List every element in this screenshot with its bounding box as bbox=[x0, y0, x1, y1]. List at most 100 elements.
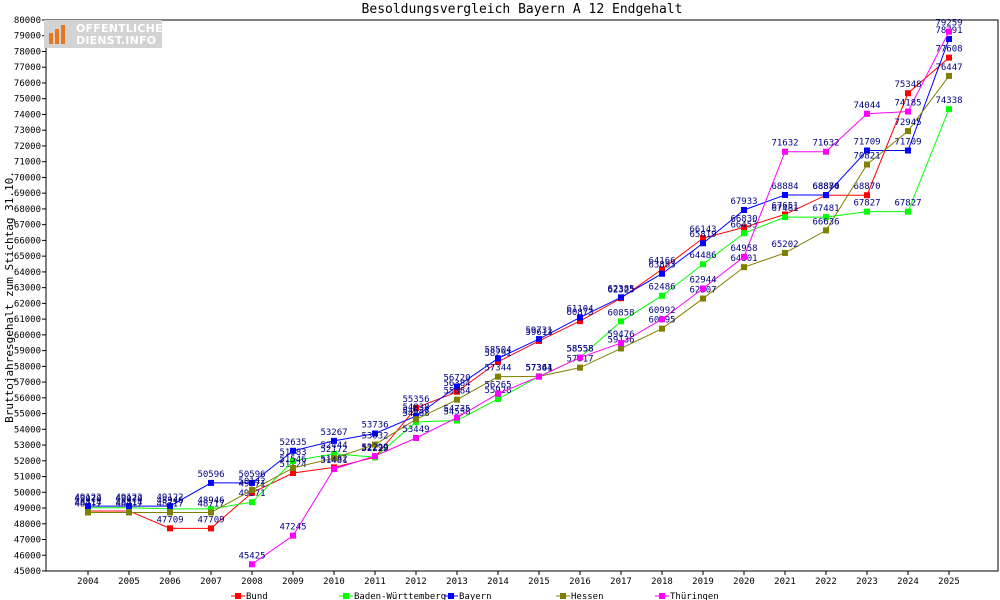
data-label: 59731 bbox=[525, 326, 552, 336]
data-label: 68884 bbox=[812, 182, 839, 192]
data-point bbox=[741, 253, 747, 260]
data-label: 47245 bbox=[279, 523, 306, 533]
x-tick-label: 2019 bbox=[692, 577, 714, 587]
x-tick-label: 2011 bbox=[364, 577, 386, 587]
data-label: 65819 bbox=[689, 230, 716, 240]
data-point bbox=[331, 455, 337, 462]
legend-item: Thüringen bbox=[655, 592, 719, 600]
data-label: 61104 bbox=[566, 304, 593, 314]
data-point bbox=[823, 148, 829, 155]
data-point bbox=[536, 336, 542, 343]
y-tick-label: 65000 bbox=[14, 252, 41, 262]
data-label: 62385 bbox=[607, 284, 634, 294]
legend-label: Hessen bbox=[571, 592, 604, 600]
legend-label: Thüringen bbox=[670, 592, 719, 600]
data-label: 66636 bbox=[812, 217, 839, 227]
x-tick-label: 2012 bbox=[405, 577, 427, 587]
data-point bbox=[864, 208, 870, 215]
series-line bbox=[88, 108, 950, 510]
data-point bbox=[331, 465, 337, 472]
data-label: 76447 bbox=[935, 63, 962, 73]
data-point bbox=[85, 509, 91, 516]
data-point bbox=[413, 416, 419, 423]
y-tick-label: 69000 bbox=[14, 189, 41, 199]
data-point bbox=[905, 90, 911, 97]
data-point bbox=[782, 191, 788, 198]
x-axis: 2004 2005 2006 2007 2008 2009 2010 2011 2012 2013… bbox=[77, 571, 960, 587]
x-tick-label: 2016 bbox=[569, 577, 591, 587]
y-axis: 45000 46000 47000 48000 49000 50000 51000 52000… bbox=[14, 16, 46, 577]
data-label: 53032 bbox=[361, 432, 388, 442]
data-label: 49020 bbox=[74, 495, 101, 505]
data-point bbox=[208, 505, 214, 512]
data-label: 72945 bbox=[894, 118, 921, 128]
y-tick-label: 77000 bbox=[14, 63, 41, 73]
data-label: 55356 bbox=[402, 395, 429, 405]
data-label: 68870 bbox=[853, 182, 880, 192]
series-layer: 4881448814477094770949971512245158252229… bbox=[74, 19, 963, 568]
data-point bbox=[905, 147, 911, 154]
data-label: 58291 bbox=[484, 349, 511, 359]
data-label: 54558 bbox=[443, 408, 470, 418]
data-label: 67827 bbox=[894, 199, 921, 209]
data-label: 49122 bbox=[156, 493, 183, 503]
data-label: 60873 bbox=[566, 308, 593, 318]
series-th-ringen: 45425 47245 51481 52299 53449 54735 56265 57344… bbox=[238, 19, 963, 568]
data-label: 58558 bbox=[566, 345, 593, 355]
y-tick-label: 53000 bbox=[14, 441, 41, 451]
data-label: 57361 bbox=[525, 363, 552, 373]
data-label: 52444 bbox=[320, 441, 347, 451]
series-line bbox=[251, 31, 950, 565]
data-label: 52172 bbox=[320, 445, 347, 455]
data-point bbox=[659, 292, 665, 299]
data-label: 67827 bbox=[853, 199, 880, 209]
data-point bbox=[577, 354, 583, 361]
x-tick-label: 2020 bbox=[733, 577, 755, 587]
data-label: 48946 bbox=[156, 496, 183, 506]
y-tick-label: 59000 bbox=[14, 347, 41, 357]
x-tick-label: 2022 bbox=[815, 577, 837, 587]
plot-frame bbox=[45, 19, 999, 572]
data-point bbox=[577, 314, 583, 321]
data-label: 45425 bbox=[238, 551, 265, 561]
y-tick-label: 74000 bbox=[14, 110, 41, 120]
legend-item: Bund bbox=[231, 592, 268, 600]
data-label: 66453 bbox=[730, 220, 757, 230]
series-bayern: 49122 49122 49122 50596 50596 52635 53267 53736… bbox=[74, 26, 963, 510]
data-label: 48717 bbox=[74, 499, 101, 509]
series-baden-w-rttemberg: 4902049020489464894649371519835244452229… bbox=[74, 96, 963, 512]
data-label: 50142 bbox=[238, 477, 265, 487]
data-point bbox=[946, 54, 952, 61]
data-label: 75348 bbox=[894, 80, 921, 90]
data-label: 64166 bbox=[648, 256, 675, 266]
data-label: 57344 bbox=[525, 364, 552, 374]
data-label: 58558 bbox=[566, 345, 593, 355]
data-label: 48717 bbox=[115, 499, 142, 509]
y-tick-label: 52000 bbox=[14, 457, 41, 467]
data-point bbox=[413, 434, 419, 441]
data-point bbox=[413, 413, 419, 420]
data-label: 70821 bbox=[853, 152, 880, 162]
legend-item: Bayern bbox=[444, 592, 492, 600]
data-label: 67651 bbox=[771, 201, 798, 211]
data-label: 59613 bbox=[525, 328, 552, 338]
series-line bbox=[88, 57, 950, 529]
y-tick-label: 56000 bbox=[14, 394, 41, 404]
y-tick-label: 50000 bbox=[14, 488, 41, 498]
data-label: 52299 bbox=[361, 443, 388, 453]
data-label: 67481 bbox=[812, 204, 839, 214]
y-tick-label: 63000 bbox=[14, 284, 41, 294]
data-point bbox=[249, 561, 255, 568]
data-label: 62944 bbox=[689, 276, 716, 286]
x-tick-label: 2009 bbox=[282, 577, 304, 587]
x-tick-label: 2004 bbox=[77, 577, 99, 587]
data-point bbox=[536, 373, 542, 380]
x-tick-label: 2013 bbox=[446, 577, 468, 587]
x-tick-label: 2006 bbox=[159, 577, 181, 587]
x-tick-label: 2025 bbox=[938, 577, 960, 587]
data-label: 74185 bbox=[894, 99, 921, 109]
data-point bbox=[618, 294, 624, 301]
data-point bbox=[249, 479, 255, 486]
x-tick-label: 2024 bbox=[897, 577, 919, 587]
